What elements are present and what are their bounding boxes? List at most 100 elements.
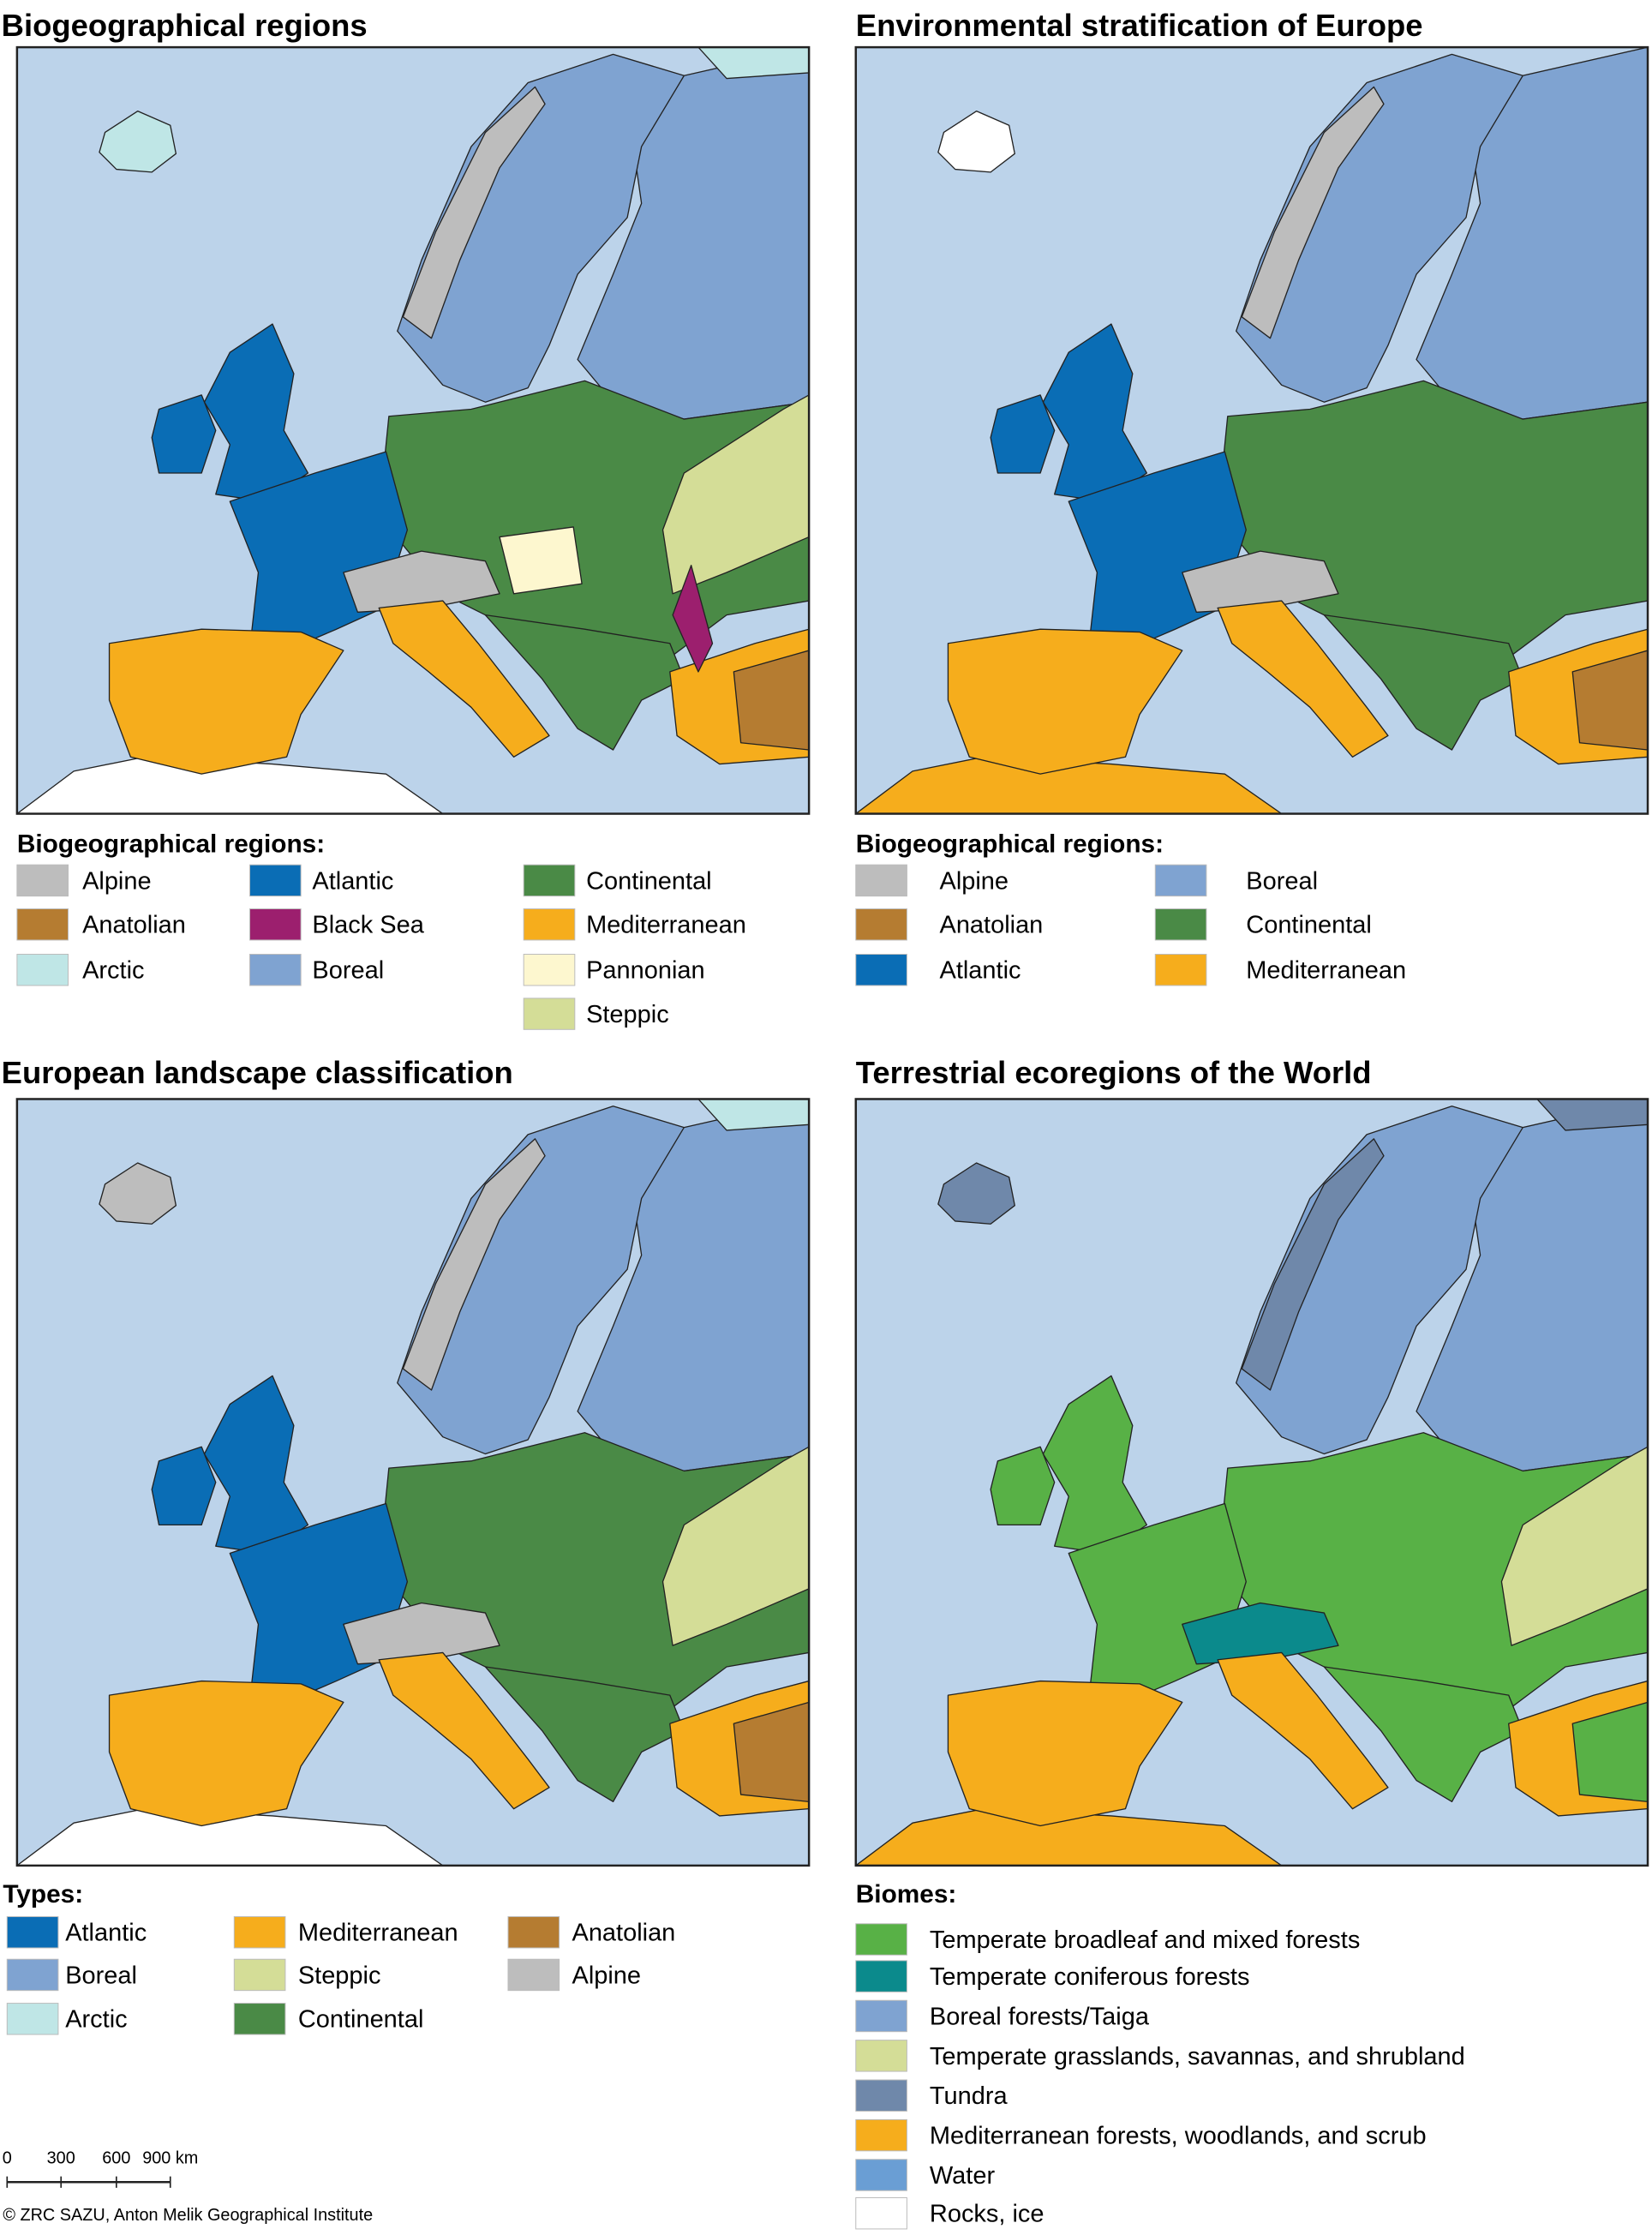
legend-swatch [855, 908, 907, 941]
credit: © ZRC SAZU, Anton Melik Geographical Ins… [3, 2206, 373, 2225]
legend-swatch [1154, 954, 1207, 986]
legend-label: Continental [586, 867, 712, 895]
legend-swatch [249, 908, 302, 941]
legend-label: Atlantic [65, 1920, 147, 1947]
map-region [697, 47, 810, 80]
legend-label: Steppic [586, 1001, 669, 1028]
map-region [1241, 86, 1385, 339]
scale-label: 0 [3, 2149, 12, 2168]
map-region [855, 1807, 1283, 1866]
panel-title: Biogeographical regions [2, 8, 368, 43]
legend-label: Tundra [930, 2082, 1009, 2110]
map-region [661, 1446, 810, 1646]
map-region [733, 650, 810, 751]
map-region [1217, 600, 1389, 758]
map-region [733, 1701, 810, 1803]
legend-swatch [507, 1958, 560, 1992]
map-region [99, 1162, 177, 1225]
legend-swatch [855, 1923, 907, 1956]
map [855, 47, 1649, 814]
legend-swatch [233, 2003, 286, 2035]
map-region [499, 526, 583, 595]
map-region [343, 1602, 500, 1665]
legend-label: Alpine [82, 867, 152, 895]
legend-swatch [523, 954, 576, 986]
map-region [1236, 1106, 1523, 1455]
legend-label: Continental [298, 2006, 424, 2034]
map [16, 47, 810, 814]
map-region [661, 394, 810, 595]
legend-swatch [855, 2079, 907, 2112]
map-region [1241, 1138, 1385, 1391]
legend-label: Anatolian [940, 912, 1044, 939]
legend-swatch [855, 864, 907, 897]
map-region [397, 53, 685, 403]
map-region [947, 628, 1183, 775]
legend-swatch [855, 1960, 907, 1992]
legend-swatch [855, 2118, 907, 2152]
map-frame [15, 45, 811, 815]
legend-swatch [507, 1916, 560, 1949]
legend-label: Arctic [65, 2006, 127, 2034]
legend-swatch [249, 864, 302, 897]
legend-label: Steppic [298, 1962, 381, 1989]
legend-title: Biomes: [856, 1880, 957, 1908]
panel-title: Terrestrial ecoregions of the World [856, 1055, 1372, 1090]
legend-label: Pannonian [586, 957, 705, 985]
map-region [1323, 614, 1523, 751]
legend-label: Mediterranean forests, woodlands, and sc… [930, 2123, 1427, 2150]
legend-swatch [6, 1958, 59, 1992]
map-region [484, 614, 685, 751]
legend-label: Temperate grasslands, savannas, and shru… [930, 2043, 1465, 2070]
legend-title: Biogeographical regions: [856, 830, 1164, 858]
map-region [16, 1807, 444, 1866]
map-frame [854, 1098, 1649, 1867]
map [16, 1099, 810, 1866]
legend-swatch [1154, 908, 1207, 941]
map-region [937, 110, 1015, 173]
legend-swatch [16, 954, 69, 986]
legend-swatch [855, 2159, 907, 2191]
map-region [1571, 1701, 1649, 1803]
map-region [1571, 650, 1649, 751]
legend-swatch [233, 1916, 286, 1949]
legend-swatch [855, 1999, 907, 2033]
legend-swatch [523, 998, 576, 1030]
legend-swatch [855, 954, 907, 986]
legend-swatch [855, 2196, 907, 2230]
map-region [990, 394, 1056, 474]
legend-label: Black Sea [312, 912, 424, 939]
map-frame [15, 1098, 811, 1867]
legend-label: Alpine [572, 1962, 642, 1989]
map-region [397, 1106, 685, 1455]
map-region [378, 1651, 550, 1810]
legend-label: Anatolian [572, 1920, 676, 1947]
map-region [672, 565, 714, 673]
legend-label: Rocks, ice [930, 2201, 1044, 2228]
legend-label: Boreal [65, 1962, 137, 1989]
map-region [1536, 1099, 1649, 1131]
legend-swatch [6, 2003, 59, 2035]
legend-label: Atlantic [312, 867, 393, 895]
map-region [99, 110, 177, 173]
map-region [937, 1162, 1015, 1225]
legend-swatch [6, 1916, 59, 1949]
legend-swatch [16, 908, 69, 941]
legend-swatch [1154, 864, 1207, 897]
scale-label: 900 km [142, 2149, 198, 2168]
legend-label: Alpine [940, 867, 1009, 895]
legend-label: Boreal [1246, 867, 1318, 895]
panel-title: European landscape classification [2, 1055, 513, 1090]
map-region [855, 756, 1283, 814]
legend-label: Boreal forests/Taiga [930, 2003, 1150, 2030]
map-region [343, 550, 500, 613]
legend-label: Mediterranean [298, 1920, 458, 1947]
map-region [484, 1666, 685, 1803]
panel-title: Environmental stratification of Europe [856, 8, 1423, 43]
scale-label: 300 [47, 2149, 75, 2168]
legend-swatch [249, 954, 302, 986]
legend-label: Temperate coniferous forests [930, 1963, 1250, 1991]
legend-title: Types: [3, 1880, 83, 1908]
